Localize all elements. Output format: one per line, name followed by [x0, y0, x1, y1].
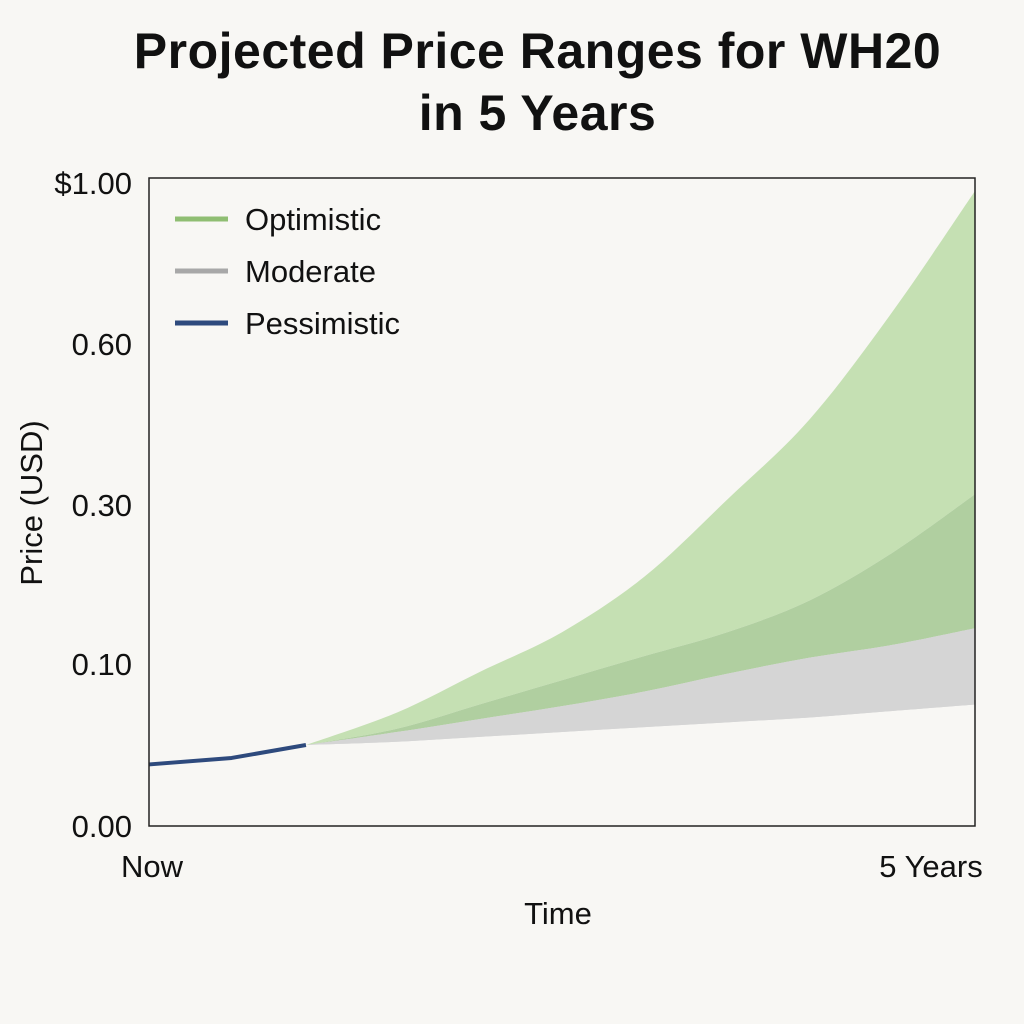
y-tick-label: 0.30 — [72, 488, 132, 523]
y-tick-label: 0.00 — [72, 809, 132, 844]
chart-title: Projected Price Ranges for WH20 in 5 Yea… — [0, 20, 1024, 144]
overlap-band — [305, 494, 975, 745]
y-tick-label: 0.60 — [72, 327, 132, 362]
moderate-band-front — [305, 628, 975, 745]
y-tick-label: 0.10 — [72, 647, 132, 682]
x-tick-label: Now — [121, 849, 184, 884]
chart-title-line-1: Projected Price Ranges for WH20 — [133, 23, 942, 79]
legend-label-pessimistic: Pessimistic — [245, 306, 400, 341]
y-axis-label: Price (USD) — [14, 420, 49, 585]
x-tick-label: 5 Years — [879, 849, 982, 884]
legend-label-moderate: Moderate — [245, 254, 376, 289]
history-line — [148, 743, 307, 767]
x-axis-label: Time — [524, 896, 592, 931]
y-tick-label: $1.00 — [54, 166, 132, 201]
optimistic-band — [305, 191, 975, 746]
axes-frame — [148, 177, 976, 827]
chart-title-line-2: in 5 Years — [418, 85, 657, 141]
legend-label-optimistic: Optimistic — [245, 202, 381, 237]
